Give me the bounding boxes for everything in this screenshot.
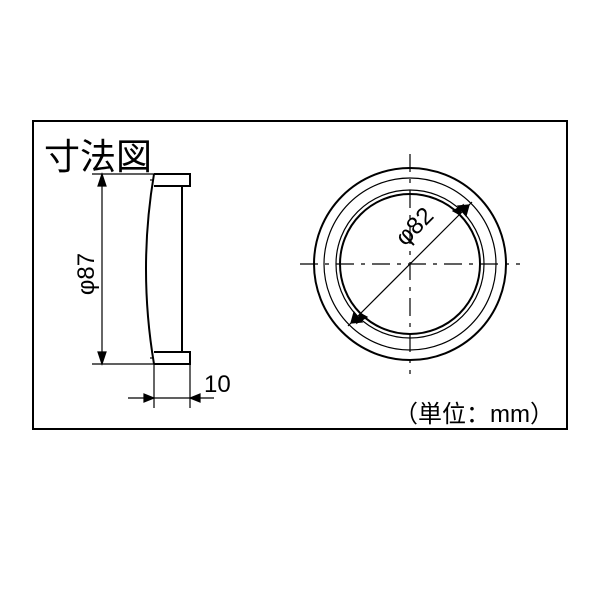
page: 寸法図 φ87 [0,0,600,600]
unit-label: （単位：mm） [394,394,554,429]
front-view: φ82 [282,120,568,430]
dim-10-label: 10 [204,371,231,398]
side-view: φ87 10 [32,120,292,430]
dim-82-label: φ82 [390,202,439,251]
dim-87-label: φ87 [73,253,100,295]
